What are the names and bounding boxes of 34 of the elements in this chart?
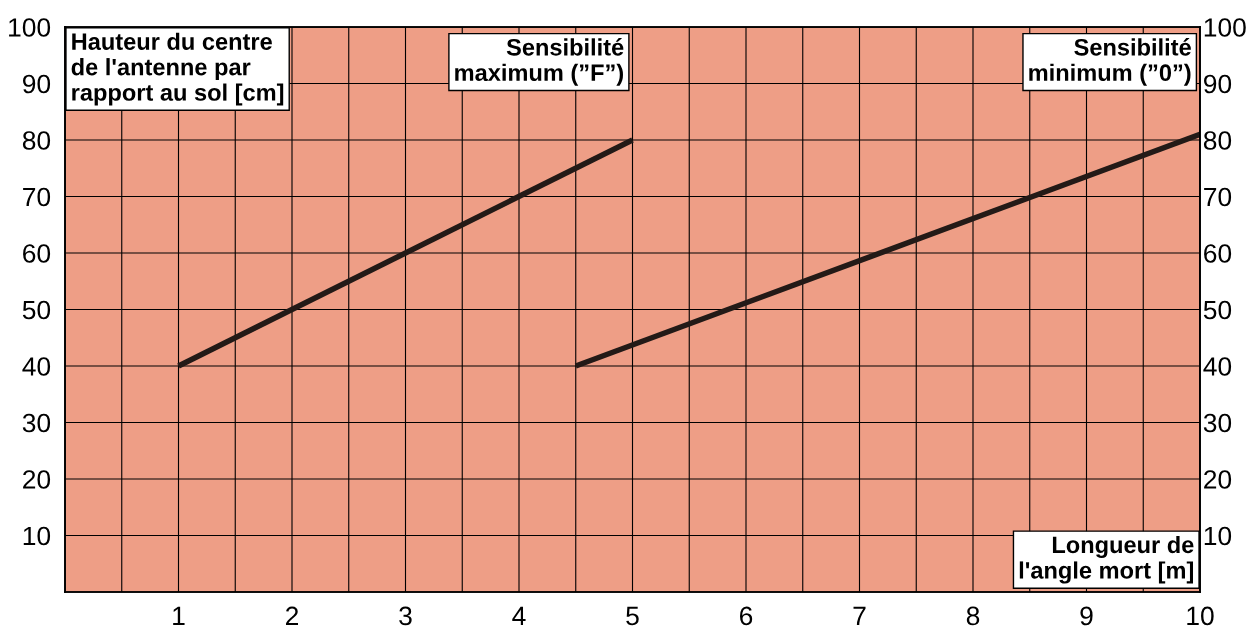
x-tick-label: 6 — [740, 606, 753, 626]
y2-tick-label: 10 — [1204, 526, 1232, 546]
x-tick-label: 7 — [853, 606, 866, 626]
y-tick-label: 90 — [23, 74, 51, 94]
y-tick-label: 60 — [23, 244, 51, 263]
y-tick-label: 70 — [23, 187, 51, 207]
text: Sensibilité maximum (”F”) — [455, 38, 624, 86]
x-tick-label: 10 — [1187, 606, 1214, 626]
y2-tick-label: 90 — [1204, 74, 1232, 94]
x-axis-title: Longueur de l'angle mort [m] — [1019, 535, 1194, 584]
y-tick-label: 10 — [23, 526, 51, 546]
y-tick-label: 20 — [23, 470, 51, 489]
x-tick-label: 8 — [966, 606, 980, 626]
x-tick-label: 9 — [1080, 606, 1093, 626]
y2-tick-label: 20 — [1204, 470, 1232, 489]
y2-tick-label: 50 — [1203, 300, 1232, 320]
y-tick-label: 80 — [22, 131, 51, 150]
y-tick-label: 40 — [22, 357, 51, 376]
y2-tick-label: 60 — [1204, 244, 1232, 263]
text: Sensibilité minimum (”0”) — [1029, 38, 1191, 86]
y2-tick-label: 40 — [1203, 357, 1232, 376]
y-tick-label: 100 — [9, 18, 51, 37]
x-tick-label: 2 — [285, 606, 299, 626]
y-axis-title: Hauteur du centre de l'antenne par rapport au sol [cm] — [71, 32, 284, 106]
y2-tick-label: 100 — [1204, 18, 1246, 37]
x-tick-label: 1 — [173, 606, 185, 626]
y-tick-label: 50 — [22, 300, 51, 320]
y2-tick-label: 80 — [1203, 131, 1232, 150]
y2-tick-label: 70 — [1204, 187, 1232, 207]
y-tick-label: 30 — [22, 413, 51, 433]
x-tick-label: 4 — [512, 606, 526, 626]
x-tick-label: 5 — [626, 606, 639, 626]
y2-tick-label: 30 — [1203, 413, 1232, 433]
x-tick-label: 3 — [399, 606, 412, 626]
